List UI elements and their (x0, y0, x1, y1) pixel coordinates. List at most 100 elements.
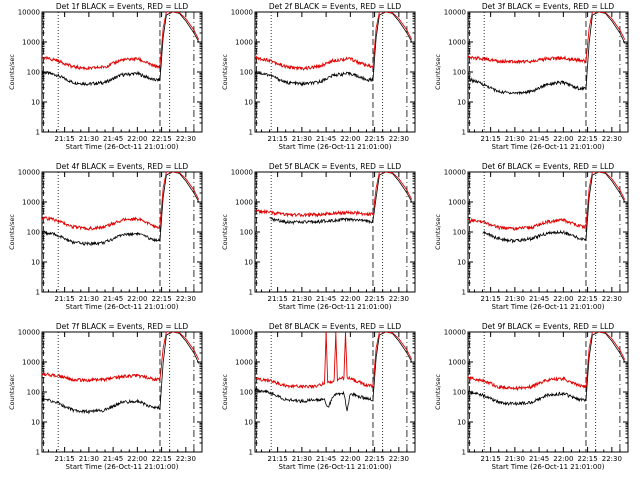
chart-panel: Det 5f BLACK = Events, RED = LLD 1 10 100 10… (221, 162, 416, 311)
y-tick-label: 10 (457, 419, 466, 427)
x-tick-label: 21:15 (55, 135, 75, 143)
plot-area (468, 332, 626, 406)
chart-title: Det 4f BLACK = Events, RED = LLD (56, 162, 189, 171)
series-line-events (255, 12, 413, 87)
y-axis-label: Counts/sec (434, 54, 442, 90)
chart-panel: Det 3f BLACK = Events, RED = LLD 1 10 100 10… (434, 2, 629, 151)
y-tick-label: 10000 (444, 9, 466, 17)
chart-panel: Det 7f BLACK = Events, RED = LLD 1 10 100 10… (8, 322, 203, 471)
y-tick-label: 100 (453, 69, 466, 77)
chart-panel: Det 1f BLACK = Events, RED = LLD 1 10 100 10… (8, 2, 203, 151)
plot-frame (254, 171, 416, 293)
y-tick-label: 10000 (231, 9, 253, 17)
y-tick-label: 1000 (448, 39, 466, 47)
chart-title: Det 9f BLACK = Events, RED = LLD (482, 322, 615, 331)
x-tick-label: 22:30 (602, 295, 622, 303)
plot-area (42, 332, 200, 415)
chart-title: Det 1f BLACK = Events, RED = LLD (56, 2, 189, 11)
y-tick-label: 1000 (22, 359, 40, 367)
x-axis-label: Start Time (26-Oct-11 21:01:00) (492, 463, 605, 471)
x-tick-label: 21:15 (481, 455, 501, 463)
y-tick-label: 10 (31, 419, 40, 427)
plot-area (255, 12, 413, 87)
x-tick-label: 22:00 (127, 135, 147, 143)
y-tick-label: 10000 (444, 329, 466, 337)
y-tick-label: 100 (27, 389, 40, 397)
y-tick-label: 10000 (444, 169, 466, 177)
x-tick-label: 22:00 (127, 455, 147, 463)
y-tick-label: 10 (31, 259, 40, 267)
x-tick-label: 22:00 (340, 295, 360, 303)
x-tick-label: 21:45 (529, 295, 549, 303)
y-tick-label: 1000 (235, 199, 253, 207)
y-tick-label: 10000 (231, 169, 253, 177)
y-tick-label: 1 (249, 289, 253, 297)
plot-frame (41, 11, 203, 133)
y-tick-label: 1000 (448, 359, 466, 367)
x-tick-label: 21:30 (79, 295, 99, 303)
plot-area (255, 332, 413, 412)
y-tick-label: 10000 (18, 9, 40, 17)
x-axis-label: Start Time (26-Oct-11 21:01:00) (492, 143, 605, 151)
y-tick-label: 1 (249, 129, 253, 137)
x-tick-label: 21:45 (529, 455, 549, 463)
x-axis-label: Start Time (26-Oct-11 21:01:00) (66, 143, 179, 151)
y-tick-label: 100 (27, 229, 40, 237)
y-tick-label: 10000 (231, 329, 253, 337)
plot-area (468, 172, 626, 244)
y-tick-label: 1 (36, 449, 40, 457)
x-tick-label: 21:15 (481, 295, 501, 303)
series-line-lld (468, 12, 626, 65)
y-axis-label: Counts/sec (221, 214, 229, 250)
y-tick-label: 1 (462, 289, 466, 297)
plot-area (42, 12, 200, 87)
x-tick-label: 22:00 (553, 455, 573, 463)
y-tick-label: 100 (240, 389, 253, 397)
x-tick-label: 21:15 (481, 135, 501, 143)
series-line-lld (42, 332, 200, 383)
x-tick-label: 21:30 (292, 295, 312, 303)
y-tick-label: 100 (453, 389, 466, 397)
x-axis-label: Start Time (26-Oct-11 21:01:00) (66, 303, 179, 311)
chart-panel: Det 8f BLACK = Events, RED = LLD 1 10 100 10… (221, 322, 416, 471)
plot-frame (41, 171, 203, 293)
chart-title: Det 8f BLACK = Events, RED = LLD (269, 322, 402, 331)
y-tick-label: 10 (457, 259, 466, 267)
chart-panel: Det 9f BLACK = Events, RED = LLD 1 10 100 10… (434, 322, 629, 471)
x-tick-label: 22:30 (389, 295, 409, 303)
x-tick-label: 22:00 (127, 295, 147, 303)
y-tick-label: 100 (27, 69, 40, 77)
x-tick-label: 22:30 (602, 135, 622, 143)
y-tick-label: 1000 (22, 199, 40, 207)
series-line-events (42, 172, 200, 247)
y-tick-label: 10 (457, 99, 466, 107)
y-tick-label: 10000 (18, 329, 40, 337)
series-line-lld (255, 332, 413, 390)
series-line-lld (468, 332, 626, 392)
y-axis-label: Counts/sec (8, 374, 16, 410)
x-tick-label: 21:45 (103, 455, 123, 463)
x-tick-label: 22:30 (176, 455, 196, 463)
x-tick-label: 22:30 (389, 455, 409, 463)
y-axis-label: Counts/sec (434, 374, 442, 410)
y-tick-label: 1 (462, 129, 466, 137)
series-line-events (468, 332, 626, 406)
y-tick-label: 1 (462, 449, 466, 457)
series-line-lld (42, 12, 200, 71)
series-line-lld (42, 172, 200, 231)
x-tick-label: 21:30 (292, 135, 312, 143)
y-axis-label: Counts/sec (221, 54, 229, 90)
y-tick-label: 1 (249, 449, 253, 457)
y-tick-label: 10 (244, 259, 253, 267)
x-tick-label: 21:45 (103, 295, 123, 303)
x-tick-label: 22:30 (176, 135, 196, 143)
series-line-lld (468, 172, 626, 231)
x-tick-label: 22:15 (152, 455, 172, 463)
x-axis-label: Start Time (26-Oct-11 21:01:00) (492, 303, 605, 311)
x-axis-label: Start Time (26-Oct-11 21:01:00) (279, 143, 392, 151)
chart-panel: Det 4f BLACK = Events, RED = LLD 1 10 100 10… (8, 162, 203, 311)
x-tick-label: 21:15 (268, 295, 288, 303)
x-tick-label: 22:00 (553, 135, 573, 143)
chart-title: Det 5f BLACK = Events, RED = LLD (269, 162, 402, 171)
